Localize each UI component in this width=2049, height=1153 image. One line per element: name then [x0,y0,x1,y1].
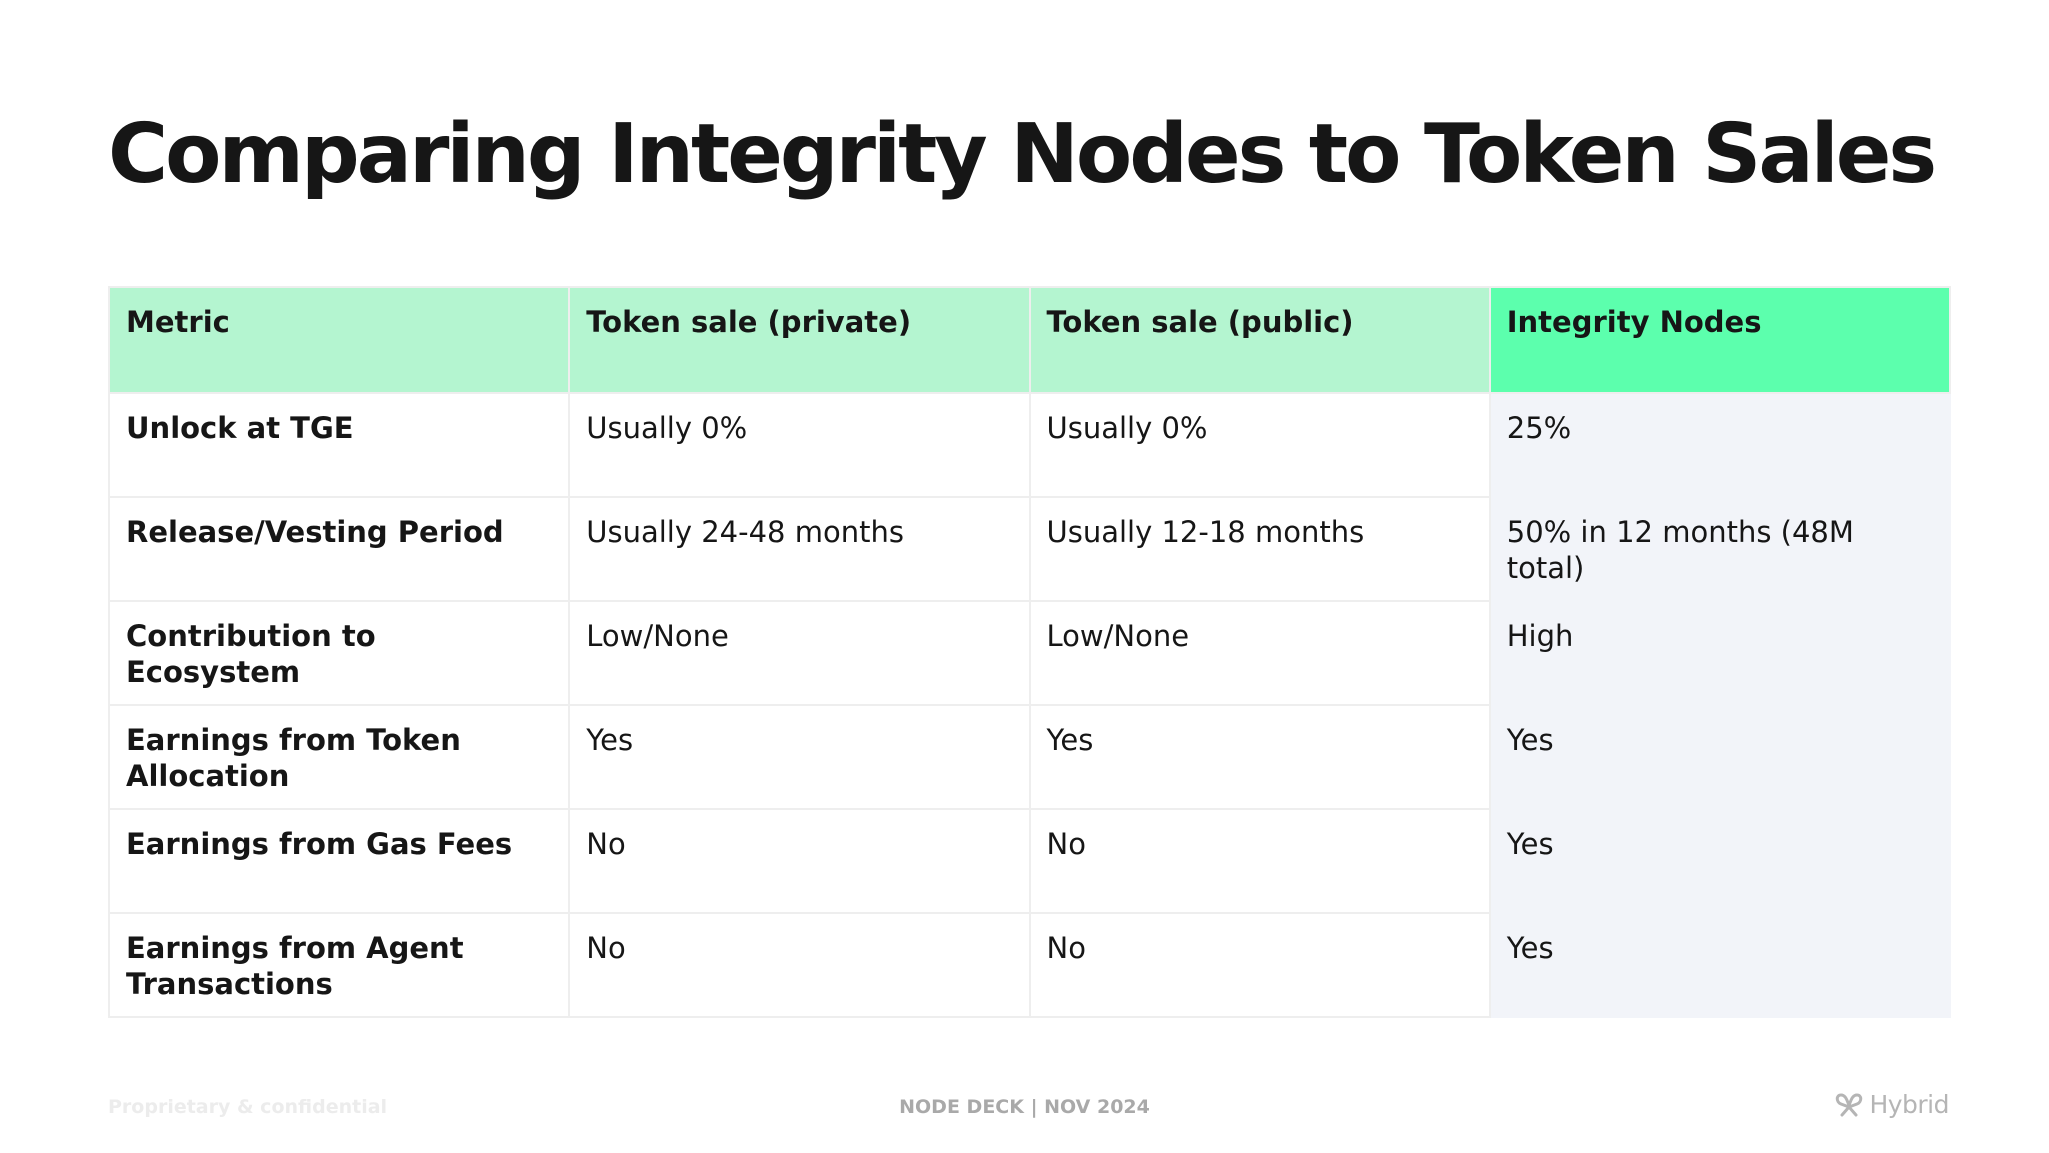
public-sale-cell: Usually 12-18 months [1028,496,1491,602]
integrity-nodes-cell: Yes [1488,704,1952,810]
slide-title: Comparing Integrity Nodes to Token Sales [108,107,1937,202]
deck-label: NODE DECK | NOV 2024 [899,1096,1150,1118]
private-sale-cell: No [568,808,1031,914]
private-sale-cell: Yes [568,704,1031,810]
metric-cell: Earnings from Agent Transactions [107,912,571,1018]
public-sale-cell: No [1028,912,1491,1018]
integrity-nodes-cell: Yes [1488,912,1952,1018]
integrity-nodes-cell: Yes [1488,808,1952,914]
integrity-nodes-cell: 50% in 12 months (48M total) [1488,496,1952,602]
header-integrity-nodes: Integrity Nodes [1488,286,1952,394]
public-sale-cell: Usually 0% [1028,392,1491,498]
hybrid-logo: Hybrid [1833,1090,1949,1119]
metric-cell: Unlock at TGE [107,392,571,498]
table-header-row: Metric Token sale (private) Token sale (… [107,286,1952,394]
header-metric: Metric [107,286,571,394]
public-sale-cell: Low/None [1028,600,1491,706]
table-row: Earnings from Agent Transactions No No Y… [107,912,1952,1018]
integrity-nodes-cell: 25% [1488,392,1952,498]
metric-cell: Earnings from Token Allocation [107,704,571,810]
table-row: Earnings from Token Allocation Yes Yes Y… [107,704,1952,810]
table-row: Unlock at TGE Usually 0% Usually 0% 25% [107,392,1952,498]
table-row: Earnings from Gas Fees No No Yes [107,808,1952,914]
private-sale-cell: Usually 24-48 months [568,496,1031,602]
hybrid-logo-icon [1836,1093,1863,1116]
public-sale-cell: Yes [1028,704,1491,810]
public-sale-cell: No [1028,808,1491,914]
confidential-notice: Proprietary & confidential [108,1096,388,1118]
metric-cell: Contribution to Ecosystem [107,600,571,706]
metric-cell: Earnings from Gas Fees [107,808,571,914]
metric-cell: Release/Vesting Period [107,496,571,602]
integrity-nodes-cell: High [1488,600,1952,706]
private-sale-cell: Low/None [568,600,1031,706]
header-token-sale-public: Token sale (public) [1028,286,1491,394]
private-sale-cell: Usually 0% [568,392,1031,498]
table-row: Release/Vesting Period Usually 24-48 mon… [107,496,1952,602]
logo-wordmark: Hybrid [1869,1090,1949,1119]
comparison-table: Metric Token sale (private) Token sale (… [107,286,1952,1018]
header-token-sale-private: Token sale (private) [568,286,1031,394]
table-row: Contribution to Ecosystem Low/None Low/N… [107,600,1952,706]
private-sale-cell: No [568,912,1031,1018]
